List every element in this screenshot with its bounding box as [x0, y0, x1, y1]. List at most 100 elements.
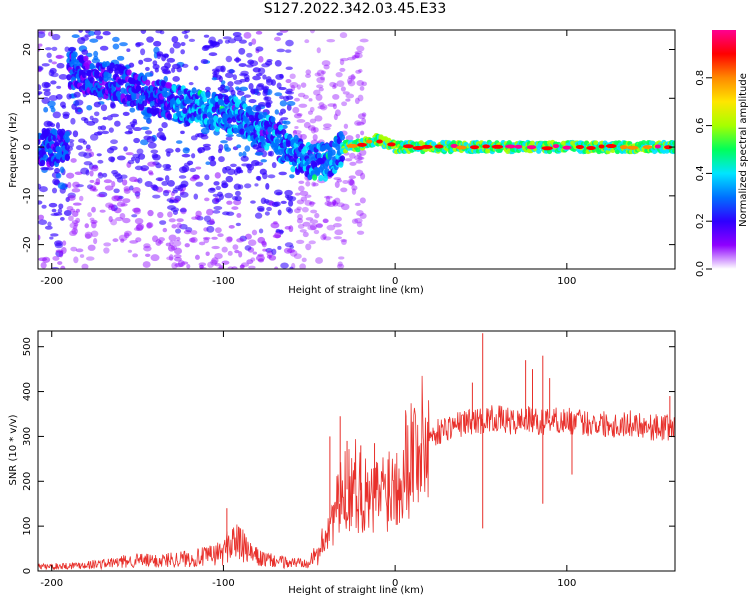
spectrogram-cell: [309, 219, 319, 224]
spectrogram-cell: [349, 152, 356, 159]
spectrogram-cell: [49, 123, 56, 128]
spectrogram-cell: [262, 172, 268, 180]
spectrogram-cell: [248, 239, 257, 247]
spectrogram-cell: [102, 31, 111, 36]
spectrogram-cell: [89, 185, 97, 191]
spectrogram-cell: [165, 164, 171, 169]
spectrogram-cell: [205, 91, 211, 99]
spectrogram-cell: [202, 143, 211, 147]
spectrogram-cell: [129, 107, 136, 113]
spectrogram-cell: [167, 244, 175, 252]
spectrogram-x-tick-label: 100: [557, 276, 576, 287]
spectrogram-cell: [294, 97, 301, 102]
spectrogram-cell: [158, 237, 165, 242]
spectrogram-cell: [135, 42, 141, 48]
spectrogram-cell: [305, 69, 312, 75]
spectrogram-cell: [129, 176, 138, 182]
spectrogram-cell: [71, 34, 80, 39]
spectrogram-cell: [118, 234, 128, 242]
spectrogram-cell: [110, 219, 118, 226]
spectrogram-cell: [240, 96, 247, 103]
spectrogram-cell: [230, 163, 237, 168]
spectrogram-cell: [248, 83, 254, 90]
spectrogram-cell: [308, 98, 313, 102]
spectrogram-cell: [58, 203, 64, 210]
spectrogram-cell: [171, 199, 179, 203]
spectrogram-cell: [89, 170, 94, 177]
spectrogram-cell: [171, 262, 178, 269]
spectrogram-cell: [339, 57, 349, 62]
spectrogram-cell: [158, 127, 164, 132]
spectrogram-cell: [270, 116, 276, 123]
spectrogram-cell: [240, 155, 249, 162]
spectrogram-x-tick-label: -100: [212, 276, 235, 287]
spectrogram-cell: [310, 126, 316, 134]
spectrogram-cell: [261, 85, 270, 91]
spectrogram-cell: [138, 153, 146, 160]
spectrogram-cell: [336, 178, 343, 183]
spectrogram-cell: [113, 188, 120, 194]
spectrogram-cell: [155, 177, 164, 182]
spectrogram-cell: [104, 185, 114, 191]
spectrogram-cell: [267, 126, 273, 134]
spectrogram-cell: [347, 77, 353, 85]
spectrogram-cell: [227, 69, 236, 74]
spectrogram-cell: [237, 123, 244, 130]
spectrogram-peak: [514, 144, 523, 149]
spectrogram-cell: [279, 30, 289, 33]
spectrogram-cell: [278, 124, 284, 131]
spectrogram-cell: [75, 145, 83, 151]
spectrogram-cell: [211, 257, 219, 264]
spectrogram-cell: [66, 172, 75, 179]
spectrogram-cell: [289, 73, 296, 80]
spectrogram-cell: [320, 76, 326, 81]
spectrogram-cell: [46, 52, 52, 58]
spectrogram-cell: [174, 105, 180, 113]
spectrogram-cell: [38, 43, 43, 47]
spectrogram-cell: [319, 104, 328, 111]
spectrogram-cell: [127, 249, 133, 253]
spectrogram-cell: [266, 58, 273, 63]
spectrogram-cell: [339, 67, 346, 72]
spectrogram-cell: [204, 197, 210, 202]
spectrogram-cell: [301, 206, 309, 213]
spectrogram-cell: [354, 120, 362, 127]
spectrogram-cell: [162, 190, 170, 197]
spectrogram-cell: [122, 111, 130, 116]
spectrogram-cell: [261, 150, 268, 158]
spectrogram-cell: [54, 167, 61, 174]
spectrogram-cell: [351, 188, 357, 195]
spectrogram-cell: [64, 144, 70, 151]
spectrogram-cell: [354, 97, 360, 105]
spectrogram-cell: [59, 166, 65, 174]
spectrogram-plot-frame: [37, 29, 676, 270]
spectrogram-cell: [67, 195, 76, 201]
spectrogram-cell: [190, 236, 198, 244]
spectrogram-cell: [44, 225, 53, 230]
spectrogram-cell: [239, 264, 245, 269]
spectrogram-cell: [355, 147, 361, 153]
spectrogram-cell: [93, 50, 99, 58]
snr-line: [38, 375, 675, 571]
snr-x-tick-label: 100: [557, 578, 576, 589]
spectrogram-cell: [236, 213, 242, 218]
spectrogram-cell: [294, 208, 301, 214]
spectrogram-cell: [120, 203, 128, 207]
spectrogram-cell: [296, 239, 305, 244]
spectrogram-cell: [336, 80, 345, 88]
spectrogram-cell: [257, 113, 264, 120]
spectrogram-cell: [132, 253, 139, 258]
spectrogram-cell: [280, 262, 289, 269]
spectrogram-cell: [205, 251, 210, 257]
spectrogram-cell: [66, 74, 72, 81]
snr-y-tick-label: 400: [22, 382, 33, 401]
spectrogram-cell: [177, 89, 183, 97]
spectrogram-cell: [203, 237, 210, 244]
spectrogram-cell: [255, 46, 264, 52]
snr-y-tick-label: 100: [22, 517, 33, 536]
spectrogram-cell: [82, 140, 87, 145]
spectrogram-cell: [281, 120, 287, 124]
spectrogram-cell: [143, 245, 152, 252]
spectrogram-cell: [175, 140, 183, 144]
